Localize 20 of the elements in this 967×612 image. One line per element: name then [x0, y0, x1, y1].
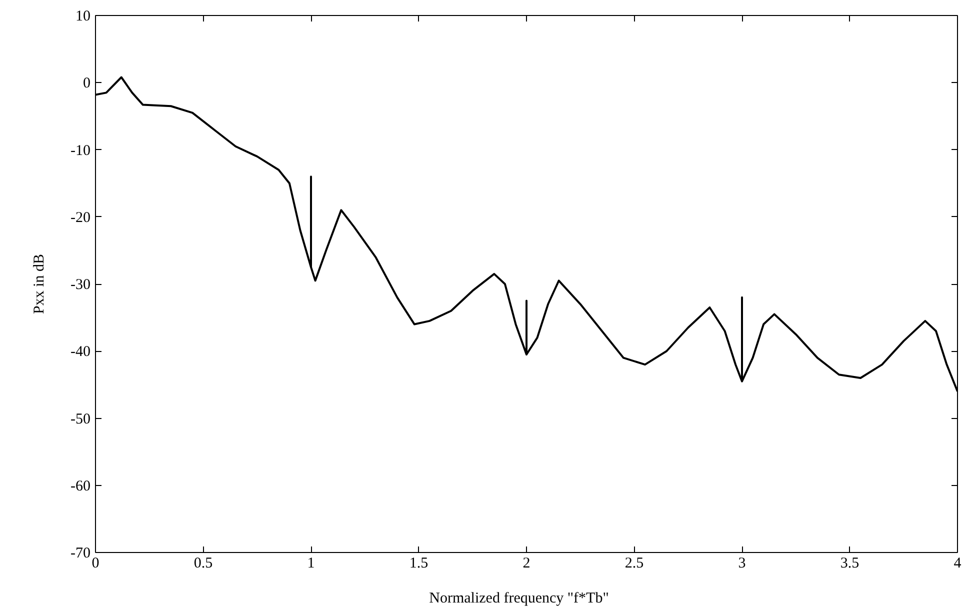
x-tick-label: 2.5 — [624, 556, 644, 572]
x-tick-label: 1.5 — [409, 556, 428, 572]
x-tick-label: 3 — [738, 556, 746, 572]
line-series — [96, 76, 958, 392]
x-tick-label: 3.5 — [840, 556, 860, 572]
y-axis-title: Pxx in dB — [32, 254, 48, 314]
x-tick-label: 1 — [307, 556, 315, 572]
y-tick-label: -20 — [70, 210, 91, 226]
y-tick-label: 0 — [83, 76, 90, 92]
y-tick-label: 10 — [76, 8, 90, 24]
y-tick-label: -60 — [70, 478, 91, 494]
x-tick-label: 2 — [522, 556, 530, 572]
y-tick-label: -40 — [70, 344, 91, 360]
x-tick-label: 4 — [954, 556, 962, 572]
y-tick-label: -70 — [70, 546, 91, 562]
y-tick-label: -50 — [70, 411, 91, 428]
x-tick-label: 0.5 — [194, 556, 213, 572]
y-tick-label: -10 — [70, 142, 91, 159]
x-axis-title: Normalized frequency "f*Tb" — [429, 590, 609, 606]
y-tick-label: -30 — [70, 277, 91, 293]
